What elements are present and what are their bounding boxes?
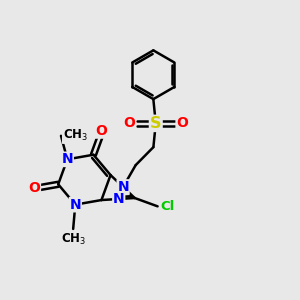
Text: S: S bbox=[150, 116, 161, 131]
Text: O: O bbox=[176, 116, 188, 130]
Text: Cl: Cl bbox=[161, 200, 175, 213]
Text: N: N bbox=[70, 198, 81, 212]
Text: O: O bbox=[124, 116, 136, 130]
Text: N: N bbox=[117, 180, 129, 194]
Text: O: O bbox=[95, 124, 107, 138]
Text: O: O bbox=[28, 181, 40, 195]
Text: CH$_3$: CH$_3$ bbox=[61, 231, 86, 247]
Text: N: N bbox=[113, 192, 124, 206]
Text: N: N bbox=[61, 152, 73, 166]
Text: CH$_3$: CH$_3$ bbox=[63, 128, 88, 143]
